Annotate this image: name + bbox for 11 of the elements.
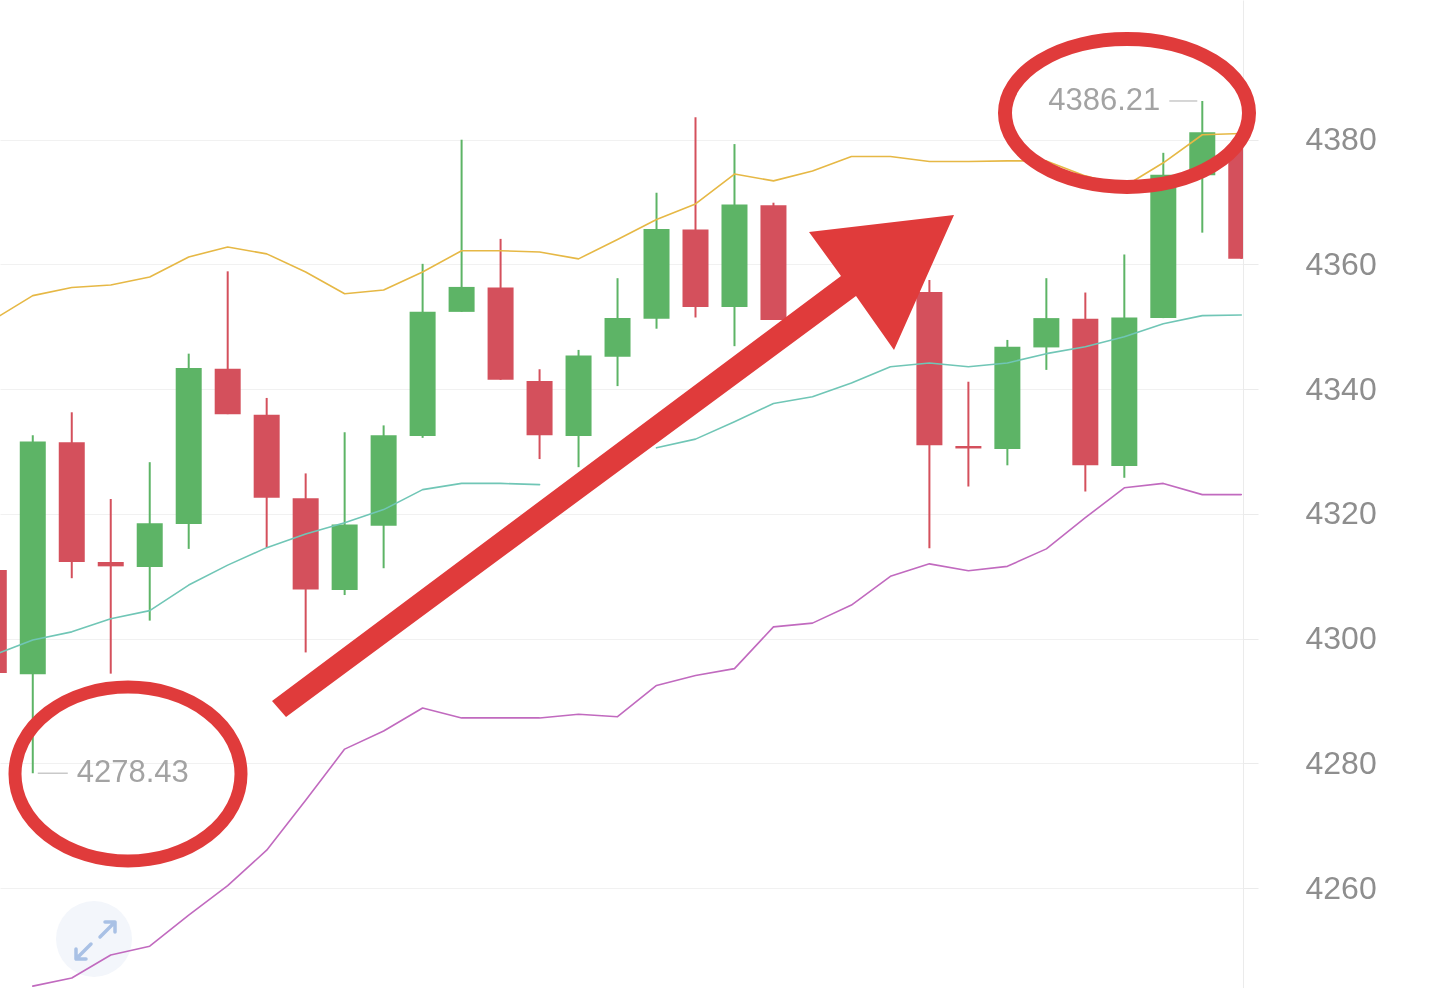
y-tick-label: 4320 bbox=[1305, 495, 1377, 532]
y-tick-label: 4360 bbox=[1305, 245, 1377, 282]
y-tick-label: 4380 bbox=[1305, 121, 1377, 158]
y-tick-label: 4300 bbox=[1305, 620, 1377, 657]
annotation: 4278.43 bbox=[76, 754, 189, 790]
annotation: 4386.21 bbox=[1048, 81, 1161, 117]
line-series bbox=[31, 482, 1243, 987]
y-tick-label: 4260 bbox=[1305, 869, 1377, 906]
y-tick-label: 4340 bbox=[1305, 370, 1377, 407]
candlestick bbox=[97, 497, 124, 675]
y-tick-label: 4280 bbox=[1305, 744, 1377, 781]
